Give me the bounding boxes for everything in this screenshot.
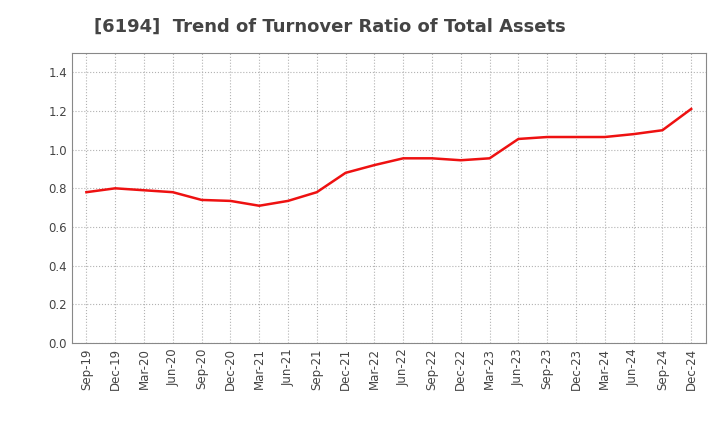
Text: [6194]  Trend of Turnover Ratio of Total Assets: [6194] Trend of Turnover Ratio of Total … bbox=[94, 18, 565, 36]
